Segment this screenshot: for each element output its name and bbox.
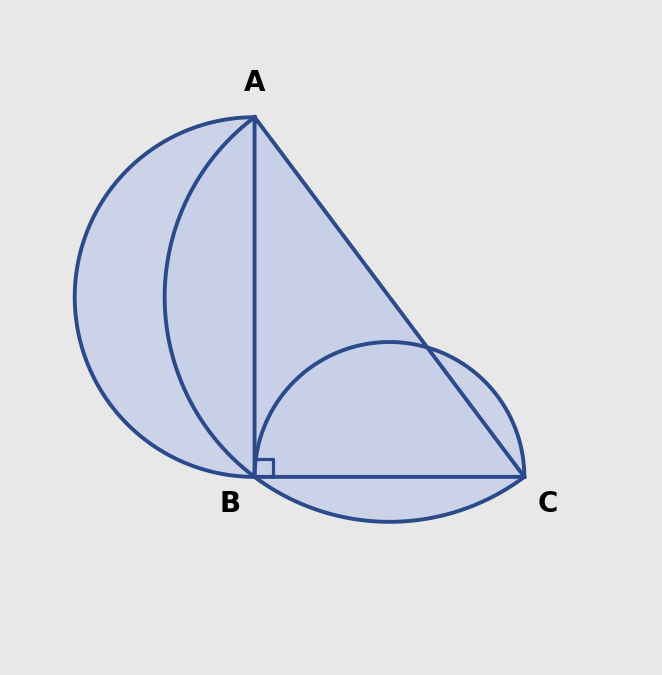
Text: C: C — [538, 490, 558, 518]
Polygon shape — [165, 117, 524, 522]
Text: A: A — [244, 70, 265, 97]
Polygon shape — [255, 117, 524, 477]
Text: B: B — [220, 490, 241, 518]
Polygon shape — [255, 342, 524, 477]
Polygon shape — [75, 117, 255, 477]
